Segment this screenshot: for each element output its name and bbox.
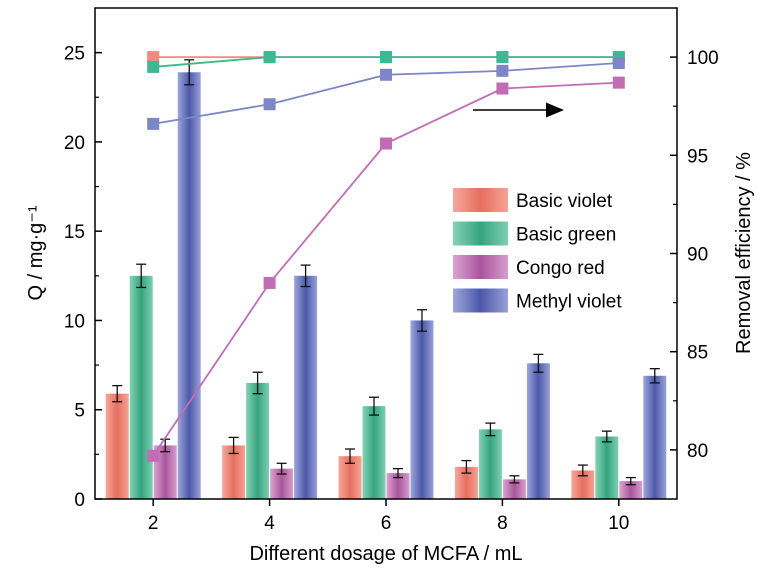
- error-bar: [509, 475, 520, 484]
- y-right-tick-label: 90: [687, 245, 708, 266]
- bar-methyl-violet: [294, 275, 318, 499]
- error-bar: [276, 462, 287, 475]
- bar-methyl-violet: [526, 363, 550, 499]
- error-bar: [300, 264, 311, 288]
- legend-label: Methyl violet: [516, 292, 622, 313]
- x-axis-label: Different dosage of MCFA / mL: [249, 543, 522, 565]
- bar-basic-violet: [222, 445, 246, 499]
- line-marker: [263, 51, 276, 64]
- removal-efficiency-lines: [147, 51, 625, 462]
- x-tick-label: 8: [497, 513, 508, 534]
- y-right-tick-label: 85: [687, 343, 708, 364]
- bar-congo-red: [502, 479, 526, 499]
- line-marker: [380, 51, 392, 64]
- bar-basic-violet: [454, 466, 478, 499]
- legend-swatch: [453, 188, 508, 212]
- error-bar: [461, 459, 472, 474]
- line-marker: [147, 60, 160, 73]
- bar-methyl-violet: [177, 72, 201, 499]
- y-left-tick-label: 0: [74, 490, 85, 511]
- error-bar: [136, 263, 147, 289]
- line-marker: [380, 137, 392, 150]
- bar-basic-green: [129, 275, 153, 499]
- legend-label: Congo red: [516, 258, 605, 279]
- error-bar: [393, 467, 403, 479]
- plot-area: [105, 59, 667, 499]
- legend-label: Basic violet: [516, 191, 613, 212]
- y-left-tick-label: 5: [74, 401, 85, 422]
- y-left-tick-label: 15: [64, 222, 85, 243]
- error-bar: [252, 371, 263, 395]
- bar-basic-green: [595, 436, 619, 499]
- line-marker: [147, 449, 160, 462]
- bar-basic-green: [362, 406, 386, 499]
- y-axis-label-right: Removal efficiency / %: [733, 152, 755, 354]
- x-tick-label: 10: [608, 513, 629, 534]
- error-bar: [577, 464, 588, 477]
- error-bar: [625, 476, 636, 486]
- line-marker: [612, 56, 625, 69]
- y-right-tick-label: 80: [687, 441, 708, 462]
- line-marker: [147, 117, 160, 130]
- y-left-tick-label: 25: [64, 44, 85, 65]
- error-bar: [485, 422, 496, 437]
- line-marker: [496, 82, 509, 95]
- y-left-tick-label: 20: [64, 133, 85, 154]
- line-marker: [147, 51, 160, 64]
- line-marker: [612, 76, 625, 89]
- x-tick-label: 2: [148, 513, 159, 534]
- legend-swatch: [453, 255, 508, 279]
- error-bar: [601, 430, 612, 443]
- bar-congo-red: [386, 473, 410, 499]
- bar-congo-red: [153, 445, 177, 499]
- legend-label: Basic green: [516, 225, 616, 246]
- bar-congo-red: [270, 468, 294, 499]
- x-tick-label: 4: [264, 513, 275, 534]
- line-marker: [380, 68, 392, 81]
- line-marker: [496, 51, 509, 64]
- bar-basic-violet: [338, 456, 362, 499]
- y-axis-label-left: Q / mg·g⁻¹: [25, 205, 47, 300]
- line-marker: [263, 98, 276, 111]
- y-left-tick-label: 10: [64, 311, 85, 332]
- error-bar: [369, 396, 379, 416]
- error-bar: [112, 384, 123, 403]
- y-right-tick-label: 100: [687, 48, 719, 69]
- line-marker: [496, 64, 509, 77]
- y-right-tick-label: 95: [687, 146, 708, 167]
- bar-basic-violet: [571, 470, 595, 499]
- error-bar: [649, 368, 660, 384]
- bar-congo-red: [619, 481, 643, 499]
- bar-basic-green: [478, 429, 502, 499]
- bar-basic-green: [246, 382, 270, 499]
- error-bar: [533, 353, 544, 373]
- legend-swatch: [453, 221, 508, 246]
- bar-methyl-violet: [410, 320, 434, 499]
- legend: Basic violet Basic green Congo red Methyl v…: [453, 188, 622, 313]
- axes: 0 5 10 15 20 25 80 85 90 95 100 2 4 6 8 10: [64, 44, 719, 534]
- x-tick-label: 6: [381, 513, 392, 534]
- legend-swatch: [453, 288, 508, 313]
- bar-basic-violet: [105, 393, 129, 499]
- error-bar: [345, 448, 355, 464]
- line-marker: [263, 276, 276, 289]
- error-bar: [417, 309, 427, 332]
- error-bar: [228, 436, 239, 455]
- bar-methyl-violet: [643, 375, 667, 499]
